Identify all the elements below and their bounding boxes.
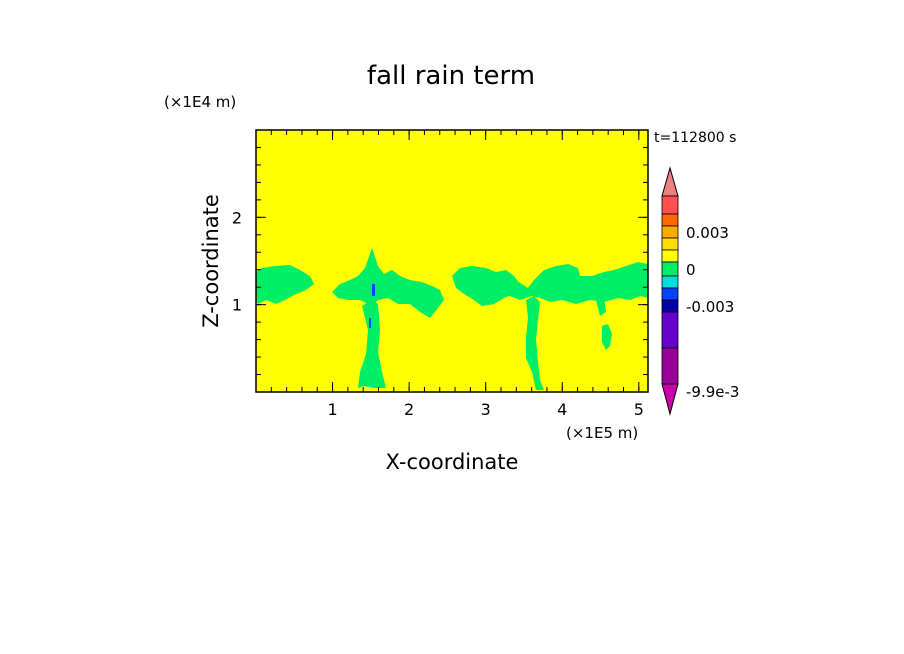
drizzle-far-right (596, 298, 606, 316)
negative-core-shaft (369, 318, 371, 328)
rain-shaft-far-right (602, 324, 612, 350)
x-tick-label: 1 (327, 400, 337, 419)
cloud-region-center (332, 248, 444, 318)
x-tick-label: 4 (557, 400, 567, 419)
field-background (256, 130, 648, 392)
colorbar-bottom-arrow (661, 383, 679, 416)
colorbar-segment (661, 195, 679, 215)
colorbar-segment (661, 225, 679, 239)
time-label: t=112800 s (654, 130, 736, 146)
y-tick-label: 2 (232, 208, 242, 227)
rain-shaft-center (358, 300, 386, 388)
x-axis-label: X-coordinate (386, 450, 519, 474)
plot-frame (255, 129, 649, 393)
colorbar-segment (661, 275, 679, 289)
y-tick-label: 1 (232, 296, 242, 315)
colorbar-tick-label: 0.003 (686, 224, 729, 242)
colorbar-segment (661, 213, 679, 227)
colorbar: 0.003 0 -0.003 -9.9e-3 (661, 166, 739, 416)
colorbar-segment (661, 261, 679, 277)
colorbar-segment (661, 249, 679, 263)
x-unit-label: (×1E5 m) (566, 424, 638, 442)
colorbar-tick-label: -9.9e-3 (686, 383, 739, 401)
rain-shaft-right (526, 296, 544, 390)
cloud-region-right-b (500, 262, 648, 304)
colorbar-segment (661, 347, 679, 385)
y-unit-label: (×1E4 m) (164, 93, 236, 111)
colorbar-segment (661, 311, 679, 349)
cloud-region-right-a (452, 266, 520, 306)
colorbar-segment (661, 287, 679, 301)
colorbar-tick-label: -0.003 (686, 298, 734, 316)
chart-title: fall rain term (367, 61, 535, 91)
negative-core-center (372, 284, 375, 296)
cloud-region-left (256, 265, 314, 304)
x-tick-label: 5 (634, 400, 644, 419)
plot-area: 1 2 3 4 5 1 2 (232, 129, 649, 419)
x-tick-label: 2 (404, 400, 414, 419)
axis-ticks: 1 2 3 4 5 1 2 (232, 130, 648, 419)
colorbar-segment (661, 299, 679, 313)
y-axis-label: Z-coordinate (199, 194, 223, 328)
colorbar-segment (661, 237, 679, 251)
x-tick-label: 3 (481, 400, 491, 419)
colorbar-top-arrow (661, 166, 679, 197)
colorbar-tick-label: 0 (686, 261, 696, 279)
